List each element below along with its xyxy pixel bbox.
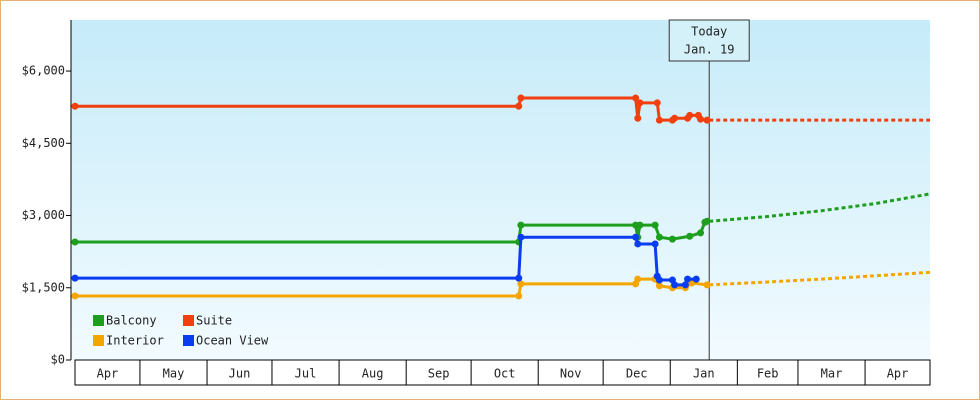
x-tick-label: Aug xyxy=(362,367,384,381)
point xyxy=(632,94,640,102)
point xyxy=(517,94,525,102)
point xyxy=(71,292,79,300)
legend-label: Ocean View xyxy=(196,334,269,348)
plot-area xyxy=(71,20,930,360)
point xyxy=(636,221,644,229)
point xyxy=(655,233,663,241)
point xyxy=(634,275,642,283)
point xyxy=(634,114,642,122)
point xyxy=(517,233,525,241)
point xyxy=(668,235,676,243)
x-tick-label: Oct xyxy=(494,367,516,381)
point xyxy=(697,115,705,123)
x-tick-label: Nov xyxy=(560,367,582,381)
y-tick-label: $0 xyxy=(51,353,65,367)
point xyxy=(671,114,679,122)
x-tick-label: Dec xyxy=(626,367,648,381)
point xyxy=(651,221,659,229)
y-tick-label: $3,000 xyxy=(22,208,65,222)
point xyxy=(71,238,79,246)
x-tick-label: Apr xyxy=(887,367,909,381)
x-tick-label: Jun xyxy=(229,367,251,381)
point xyxy=(692,275,700,283)
point xyxy=(71,274,79,282)
point xyxy=(632,233,640,241)
point xyxy=(655,276,663,284)
point xyxy=(686,111,694,119)
point xyxy=(651,240,659,248)
legend-label: Interior xyxy=(106,334,164,348)
today-label: Today xyxy=(691,25,727,39)
legend-label: Suite xyxy=(196,314,232,328)
point xyxy=(703,116,711,124)
x-tick-label: Apr xyxy=(97,367,119,381)
legend-swatch xyxy=(93,335,104,346)
today-label: Jan. 19 xyxy=(684,43,735,57)
point xyxy=(655,116,663,124)
forecast-line xyxy=(709,192,931,223)
legend-swatch xyxy=(183,335,194,346)
x-tick-label: Jul xyxy=(295,367,317,381)
point xyxy=(636,99,644,107)
point xyxy=(515,292,523,300)
y-tick-label: $1,500 xyxy=(22,280,65,294)
x-tick-label: Jan xyxy=(693,367,715,381)
point xyxy=(517,221,525,229)
x-tick-label: May xyxy=(163,367,185,381)
legend-swatch xyxy=(93,315,104,326)
legend-label: Balcony xyxy=(106,314,157,328)
point xyxy=(697,229,705,237)
today-box xyxy=(668,19,750,62)
y-tick-label: $6,000 xyxy=(22,64,65,78)
point xyxy=(681,281,689,289)
point xyxy=(686,232,694,240)
point xyxy=(71,102,79,110)
legend-swatch xyxy=(183,315,194,326)
forecast-line xyxy=(709,270,931,287)
point xyxy=(515,274,523,282)
y-tick-label: $4,500 xyxy=(22,136,65,150)
point xyxy=(703,281,711,289)
x-tick-label: Feb xyxy=(757,367,779,381)
point xyxy=(684,275,692,283)
x-tick-label: Mar xyxy=(821,367,843,381)
point xyxy=(703,217,711,225)
x-tick-label: Sep xyxy=(428,367,450,381)
point xyxy=(634,240,642,248)
point xyxy=(515,102,523,110)
point xyxy=(653,99,661,107)
point xyxy=(517,280,525,288)
point xyxy=(671,281,679,289)
point xyxy=(655,282,663,290)
